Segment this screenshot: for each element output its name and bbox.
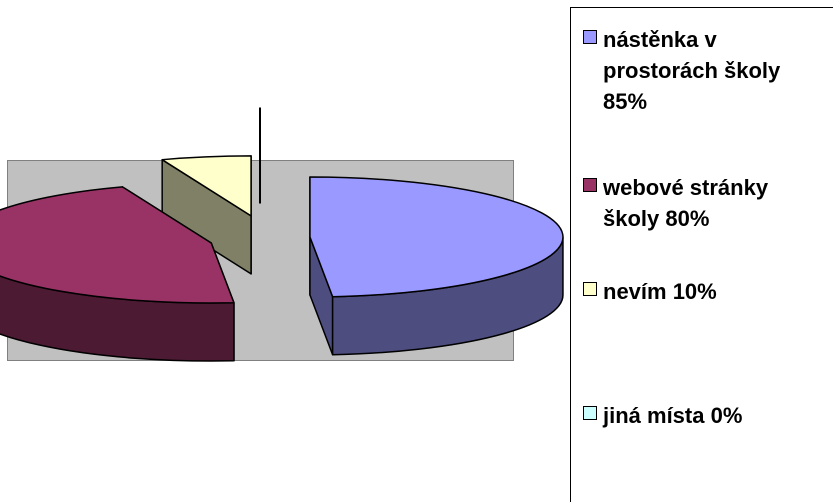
legend-swatch [583, 178, 597, 192]
legend-label: jiná místa 0% [603, 403, 743, 428]
pie-slice [161, 155, 252, 217]
legend-label: nástěnka v prostorách školy 85% [603, 27, 781, 114]
legend-item: nástěnka v prostorách školy 85% [583, 24, 828, 117]
pie-slice [0, 186, 235, 304]
legend-swatch [583, 282, 597, 296]
legend-swatch [583, 30, 597, 44]
legend-item: webové stránky školy 80% [583, 172, 828, 234]
pie-slice [309, 176, 564, 298]
legend: nástěnka v prostorách školy 85% webové s… [570, 7, 833, 502]
legend-label: webové stránky školy 80% [603, 175, 769, 231]
legend-item: nevím 10% [583, 276, 828, 307]
legend-swatch [583, 406, 597, 420]
legend-label: nevím 10% [603, 279, 717, 304]
legend-item: jiná místa 0% [583, 400, 828, 431]
